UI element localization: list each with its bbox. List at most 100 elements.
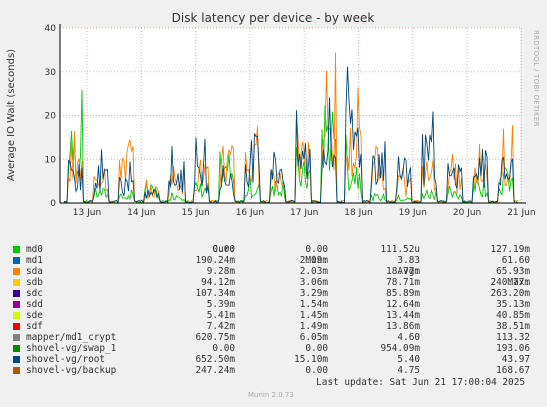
legend-min-value: 3.06m xyxy=(299,277,328,288)
legend-min-value: 2.03m xyxy=(299,266,328,277)
legend-series-name: sdb xyxy=(26,277,43,288)
x-tick-label: 14 Jun xyxy=(127,208,155,218)
legend-swatch xyxy=(13,312,20,319)
legend-swatch xyxy=(13,356,20,363)
legend-max-value: 240.77m xyxy=(490,277,530,288)
header-avg: Avg: xyxy=(397,266,420,277)
legend-max-value: 193.06 xyxy=(496,343,530,354)
legend-series-name: md0 xyxy=(26,244,43,255)
legend-max-value: 43.97 xyxy=(501,354,530,365)
legend-series-name: sdd xyxy=(26,299,43,310)
legend-max-value: 35.13m xyxy=(496,299,530,310)
legend-row-shovel-vg-backup: shovel-vg/backup 247.24m 0.00 4.75 168.67 xyxy=(12,365,540,376)
legend-swatch xyxy=(13,257,20,264)
plot-background xyxy=(60,28,520,203)
y-tick-label: 10 xyxy=(45,155,57,165)
legend-swatch xyxy=(13,301,20,308)
legend-avg-value: 13.86m xyxy=(386,321,420,332)
legend-rows: md0 0.00 0.00 111.52u 127.19m md1 190.24m 2.09m… xyxy=(12,244,540,376)
header-min: Min: xyxy=(305,255,328,266)
legend-cur-value: 190.24m xyxy=(195,255,235,266)
x-tick-label: 19 Jun xyxy=(399,208,427,218)
legend-cur-value: 9.28m xyxy=(206,266,235,277)
legend-series-name: sde xyxy=(26,310,43,321)
legend-avg-value: 4.60 xyxy=(397,332,420,343)
legend-avg-value: 4.75 xyxy=(397,365,420,376)
legend-cur-value: 0.00 xyxy=(212,343,235,354)
legend-swatch xyxy=(13,323,20,330)
grid xyxy=(60,27,522,203)
legend-row-md0: md0 0.00 0.00 111.52u 127.19m xyxy=(12,244,540,255)
y-tick-label: 30 xyxy=(45,68,57,78)
legend-max-value: 65.93m xyxy=(496,266,530,277)
munin-version: Munin 2.0.73 xyxy=(248,391,294,399)
legend-min-value: 15.10m xyxy=(294,354,328,365)
legend-min-value: 0.00 xyxy=(305,365,328,376)
legend-cur-value: 107.34m xyxy=(195,288,235,299)
legend-avg-value: 85.89m xyxy=(386,288,420,299)
legend-min-value: 0.00 xyxy=(305,343,328,354)
legend-avg-value: 78.71m xyxy=(386,277,420,288)
legend-min-value: 6.05m xyxy=(299,332,328,343)
legend-max-value: 127.19m xyxy=(490,244,530,255)
legend-cur-value: 5.39m xyxy=(206,299,235,310)
x-tick-label: 18 Jun xyxy=(344,208,372,218)
legend-row-sdb: sdb 94.12m 3.06m 78.71m 240.77m xyxy=(12,277,540,288)
legend-swatch xyxy=(13,246,20,253)
x-tick-label: 20 Jun xyxy=(453,208,481,218)
legend-swatch xyxy=(13,345,20,352)
legend-max-value: 61.60 xyxy=(501,255,530,266)
legend-swatch xyxy=(13,268,20,275)
legend-avg-value: 18.77m xyxy=(386,266,420,277)
y-tick-label: 20 xyxy=(45,112,57,122)
legend-cur-value: 7.42m xyxy=(206,321,235,332)
x-tick-label: 15 Jun xyxy=(181,208,209,218)
legend-cur-value: 5.41m xyxy=(206,310,235,321)
x-tick-label: 16 Jun xyxy=(236,208,264,218)
legend-cur-value: 652.50m xyxy=(195,354,235,365)
legend-min-value: 1.54m xyxy=(299,299,328,310)
legend-series-name: mapper/md1_crypt xyxy=(26,332,117,343)
legend-cur-value: 247.24m xyxy=(195,365,235,376)
rrdtool-credit: RRDTOOL / TOBI OETIKER xyxy=(532,30,540,127)
x-tick-label: 13 Jun xyxy=(73,208,101,218)
legend-min-value: 2.09m xyxy=(299,255,328,266)
legend-swatch xyxy=(13,290,20,297)
legend-row-sdc: sdc 107.34m 3.29m 85.89m 263.20m xyxy=(12,288,540,299)
legend-row-sde: sde 5.41m 1.45m 13.44m 40.85m xyxy=(12,310,540,321)
legend-row-shovel-vg-root: shovel-vg/root 652.50m 15.10m 5.40 43.97 xyxy=(12,354,540,365)
legend-min-value: 0.00 xyxy=(305,244,328,255)
legend-avg-value: 954.09m xyxy=(380,343,420,354)
legend-row-md1: md1 190.24m 2.09m 3.83 61.60 xyxy=(12,255,540,266)
legend-max-value: 263.20m xyxy=(490,288,530,299)
legend-swatch xyxy=(13,279,20,286)
y-axis-label: Average IO Wait (seconds) xyxy=(6,49,17,181)
legend: Cur: Min: Avg: Max: md0 0.00 0.00 111.52u 12… xyxy=(12,233,540,376)
legend-max-value: 38.51m xyxy=(496,321,530,332)
legend-cur-value: 0.00 xyxy=(212,244,235,255)
legend-series-name: md1 xyxy=(26,255,43,266)
legend-row-shovel-vg-swap-1: shovel-vg/swap_1 0.00 0.00 954.09m 193.06 xyxy=(12,343,540,354)
header-max: Max: xyxy=(507,277,530,288)
legend-header: Cur: Min: Avg: Max: xyxy=(12,233,540,288)
legend-series-name: shovel-vg/backup xyxy=(26,365,117,376)
chart-title: Disk latency per device - by week xyxy=(172,11,375,25)
x-tick-label: 17 Jun xyxy=(290,208,318,218)
legend-cur-value: 94.12m xyxy=(201,277,235,288)
x-tick-label: 21 Jun xyxy=(507,208,535,218)
legend-avg-value: 13.44m xyxy=(386,310,420,321)
legend-series-name: sda xyxy=(26,266,43,277)
legend-max-value: 168.67 xyxy=(496,365,530,376)
series-line-shovel-vg-root xyxy=(63,66,519,205)
legend-series-name: shovel-vg/swap_1 xyxy=(26,343,117,354)
y-tick-label: 40 xyxy=(45,24,57,34)
legend-avg-value: 12.64m xyxy=(386,299,420,310)
legend-row-sdd: sdd 5.39m 1.54m 12.64m 35.13m xyxy=(12,299,540,310)
legend-series-name: sdc xyxy=(26,288,43,299)
tick-labels: 0 10 20 30 40 13 Jun 14 Jun 15 Jun 16 Jun 17 Jun 1… xyxy=(45,24,536,218)
legend-series-name: shovel-vg/root xyxy=(26,354,106,365)
y-tick-label: 0 xyxy=(50,199,56,209)
legend-swatch xyxy=(13,367,20,374)
legend-min-value: 1.49m xyxy=(299,321,328,332)
legend-row-mapper-md1-crypt: mapper/md1_crypt 620.75m 6.05m 4.60 113.32 xyxy=(12,332,540,343)
